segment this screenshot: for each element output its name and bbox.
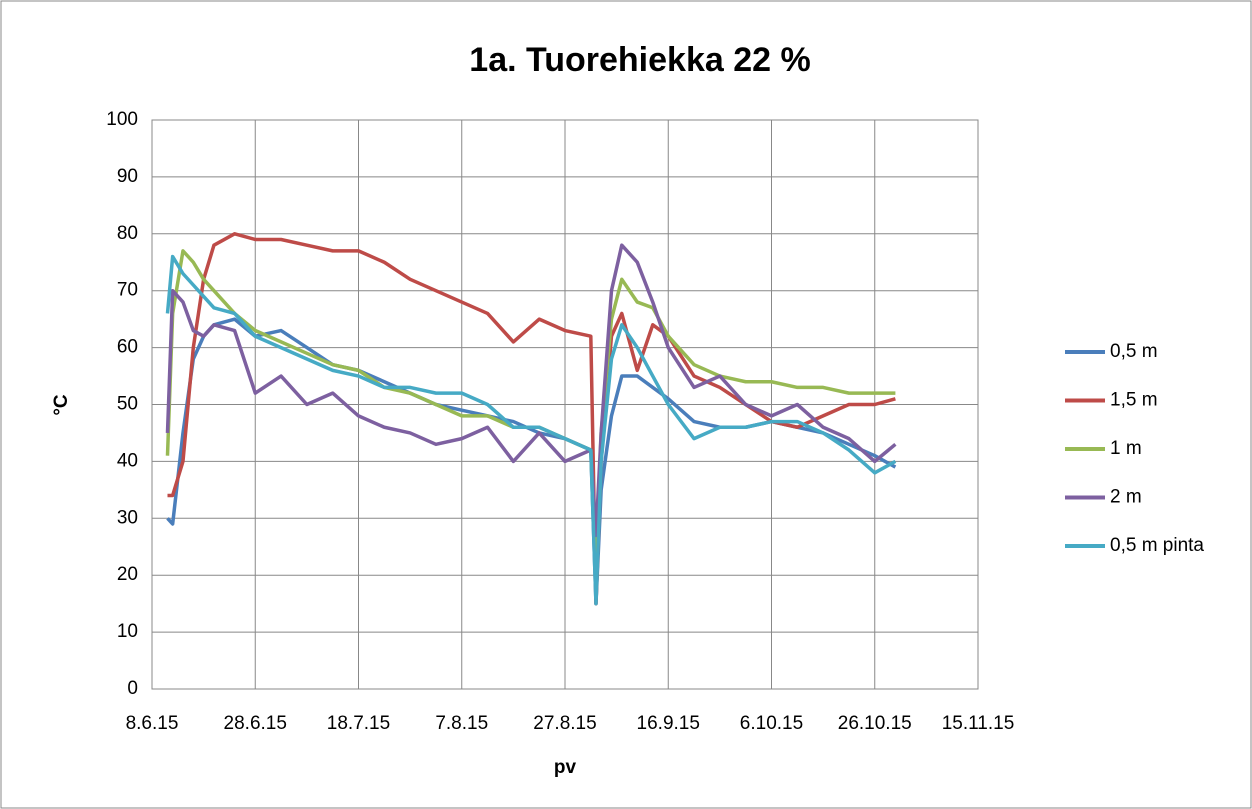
legend-label: 0,5 m [1110,341,1158,362]
y-tick-label: 70 [117,280,138,301]
data-line [165,254,897,606]
y-tick-label: 60 [117,337,138,358]
x-tick-label: 8.6.15 [126,713,179,734]
y-tick-label: 100 [106,109,138,130]
x-tick-label: 28.6.15 [224,713,287,734]
data-line [165,243,897,538]
y-tick-label: 20 [117,564,138,585]
legend-label: 1 m [1110,438,1142,459]
x-tick-label: 6.10.15 [740,713,803,734]
x-tick-label: 26.10.15 [838,713,912,734]
legend-label: 2 m [1110,487,1142,508]
y-tick-label: 90 [117,166,138,187]
legend-label: 0,5 m pinta [1110,535,1204,556]
x-tick-label: 15.11.15 [942,713,1015,734]
x-axis-label: pv [554,757,577,778]
y-axis-label: °C [51,394,72,416]
x-tick-label: 7.8.15 [435,713,488,734]
y-tick-label: 50 [117,394,138,415]
plot-border [151,119,979,690]
y-tick-label: 0 [127,678,138,699]
y-tick-label: 80 [117,223,138,244]
chart-title: 1a. Tuorehiekka 22 % [469,41,810,79]
y-tick-label: 30 [117,507,138,528]
y-tick-label: 10 [117,621,138,642]
x-tick-label: 27.8.15 [533,713,596,734]
legend-label: 1,5 m [1110,390,1158,411]
x-tick-label: 18.7.15 [327,713,390,734]
y-tick-label: 40 [117,450,138,471]
x-tick-label: 16.9.15 [637,713,700,734]
